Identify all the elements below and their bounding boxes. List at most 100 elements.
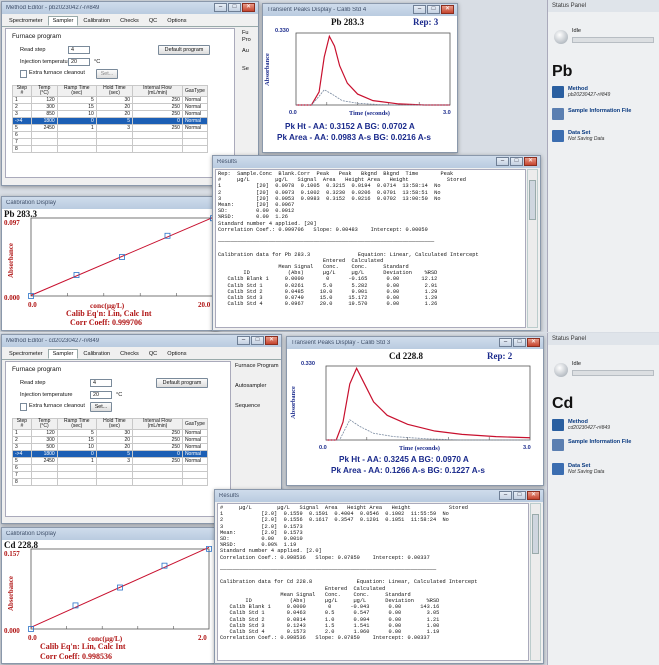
- close-button[interactable]: ✕: [527, 338, 540, 347]
- scroll-thumb[interactable]: [532, 514, 539, 554]
- minimize-button[interactable]: –: [237, 336, 250, 345]
- table-cell[interactable]: [95, 471, 134, 479]
- table-cell[interactable]: [56, 478, 97, 486]
- table-row[interactable]: 2 300 15 20 250 Normal: [12, 436, 209, 444]
- table-cell[interactable]: 250: [132, 443, 183, 451]
- calibration-window[interactable]: Calibration Display Pb 283.3 0.097 0.000…: [1, 196, 219, 331]
- table-cell[interactable]: 250: [132, 110, 183, 118]
- table-cell[interactable]: [56, 138, 97, 146]
- furnace-steps-table[interactable]: Step # Temp (°C) Ramp Time (sec) Hold Ti…: [12, 418, 209, 486]
- table-cell[interactable]: Normal: [181, 117, 209, 125]
- table-cell[interactable]: 8: [12, 478, 32, 486]
- table-cell[interactable]: Normal: [181, 103, 209, 111]
- method-editor-window[interactable]: Method Editor - pb20230427-r#849 – □ ✕ S…: [1, 1, 259, 186]
- sample-info-item[interactable]: Sample Information File: [552, 439, 631, 451]
- injection-temp-input[interactable]: 20: [68, 58, 90, 66]
- table-cell[interactable]: 0: [132, 117, 183, 125]
- table-cell[interactable]: [30, 464, 58, 472]
- tab-options[interactable]: Options: [167, 18, 187, 24]
- table-cell[interactable]: 1800: [30, 117, 58, 125]
- table-cell[interactable]: 15: [56, 436, 97, 444]
- table-cell[interactable]: 5: [12, 457, 32, 465]
- table-cell[interactable]: 2450: [30, 457, 58, 465]
- tab-qc[interactable]: QC: [148, 18, 158, 24]
- table-cell[interactable]: [56, 145, 97, 153]
- maximize-button[interactable]: □: [513, 491, 526, 500]
- minimize-button[interactable]: –: [499, 338, 512, 347]
- table-cell[interactable]: ->4: [12, 450, 32, 458]
- table-cell[interactable]: 20: [95, 443, 134, 451]
- furnace-steps-table[interactable]: Step # Temp (°C) Ramp Time (sec) Hold Ti…: [12, 85, 209, 153]
- table-row[interactable]: 2 300 15 20 250 Normal: [12, 103, 209, 111]
- table-row[interactable]: ->4 1800 0 5 0 Normal: [12, 450, 209, 458]
- table-cell[interactable]: 250: [132, 124, 183, 132]
- table-row[interactable]: 3 500 10 20 250 Normal: [12, 443, 209, 451]
- table-cell[interactable]: 5: [56, 429, 97, 437]
- set-button[interactable]: Set...: [96, 69, 118, 79]
- table-cell[interactable]: 3: [12, 443, 32, 451]
- calibration-window[interactable]: Calibration Display Cd 228.8 0.157 0.000…: [1, 527, 215, 664]
- tab-checks[interactable]: Checks: [120, 18, 139, 24]
- title-bar[interactable]: Method Editor - cd20230427-r#849 – □ ✕: [2, 335, 281, 347]
- table-cell[interactable]: 120: [30, 429, 58, 437]
- table-cell[interactable]: [30, 471, 58, 479]
- table-cell[interactable]: 2450: [30, 124, 58, 132]
- table-cell[interactable]: 300: [30, 103, 58, 111]
- table-cell[interactable]: 250: [132, 429, 183, 437]
- tab-checks[interactable]: Checks: [120, 351, 139, 357]
- table-cell[interactable]: ->4: [12, 117, 32, 125]
- table-cell[interactable]: 3: [95, 457, 134, 465]
- table-row[interactable]: 8: [12, 145, 209, 153]
- tab-calibration[interactable]: Calibration: [83, 18, 111, 24]
- table-cell[interactable]: [181, 464, 209, 472]
- dataset-item[interactable]: Data Set Not Saving Data: [552, 130, 604, 142]
- minimize-button[interactable]: –: [496, 157, 509, 166]
- title-bar[interactable]: Transient Peaks Display - Calib Std 4 – …: [263, 4, 457, 16]
- extra-cleanout-checkbox[interactable]: [20, 403, 27, 411]
- table-cell[interactable]: Normal: [181, 429, 209, 437]
- results-window[interactable]: Results – □ ✕ # µg/L µg/L Signal Area He…: [214, 489, 544, 664]
- table-cell[interactable]: [181, 478, 209, 486]
- table-cell[interactable]: 6: [12, 464, 32, 472]
- table-cell[interactable]: [56, 131, 97, 139]
- table-cell[interactable]: [95, 145, 134, 153]
- table-cell[interactable]: 3: [95, 124, 134, 132]
- table-cell[interactable]: 250: [132, 103, 183, 111]
- tab-spectrometer[interactable]: Spectrometer: [9, 18, 43, 24]
- table-cell[interactable]: 0: [56, 450, 97, 458]
- vertical-scrollbar[interactable]: [527, 169, 538, 328]
- results-window[interactable]: Results – □ ✕ Rep: Sample.Conc Blank.Cor…: [212, 155, 541, 331]
- table-cell[interactable]: 250: [132, 457, 183, 465]
- table-cell[interactable]: 20: [95, 103, 134, 111]
- table-cell[interactable]: [30, 138, 58, 146]
- table-cell[interactable]: [56, 471, 97, 479]
- injection-temp-input[interactable]: 20: [90, 391, 112, 399]
- tab-qc[interactable]: QC: [148, 351, 158, 357]
- table-cell[interactable]: 20: [95, 110, 134, 118]
- table-cell[interactable]: 5: [95, 117, 134, 125]
- table-cell[interactable]: [181, 471, 209, 479]
- set-button[interactable]: Set...: [90, 402, 112, 412]
- table-cell[interactable]: 1800: [30, 450, 58, 458]
- maximize-button[interactable]: □: [228, 3, 241, 12]
- maximize-button[interactable]: □: [251, 336, 264, 345]
- table-row[interactable]: 5 2450 1 3 250 Normal: [12, 124, 209, 132]
- default-program-button[interactable]: Default program: [158, 45, 210, 55]
- table-cell[interactable]: 5: [12, 124, 32, 132]
- table-cell[interactable]: [95, 478, 134, 486]
- table-cell[interactable]: 5: [95, 450, 134, 458]
- table-cell[interactable]: [132, 131, 183, 139]
- transient-peaks-window[interactable]: Transient Peaks Display - Calib Std 4 – …: [262, 3, 458, 153]
- side-nav-item-furnace[interactable]: Furnace Program: [235, 363, 279, 369]
- minimize-button[interactable]: –: [499, 491, 512, 500]
- table-row[interactable]: 7: [12, 138, 209, 146]
- table-cell[interactable]: [95, 138, 134, 146]
- table-cell[interactable]: 30: [95, 96, 134, 104]
- table-row[interactable]: 6: [12, 464, 209, 472]
- table-cell[interactable]: 0: [56, 117, 97, 125]
- table-cell[interactable]: 2: [12, 436, 32, 444]
- table-cell[interactable]: Normal: [181, 124, 209, 132]
- table-cell[interactable]: Normal: [181, 96, 209, 104]
- table-cell[interactable]: [30, 478, 58, 486]
- table-cell[interactable]: Normal: [181, 436, 209, 444]
